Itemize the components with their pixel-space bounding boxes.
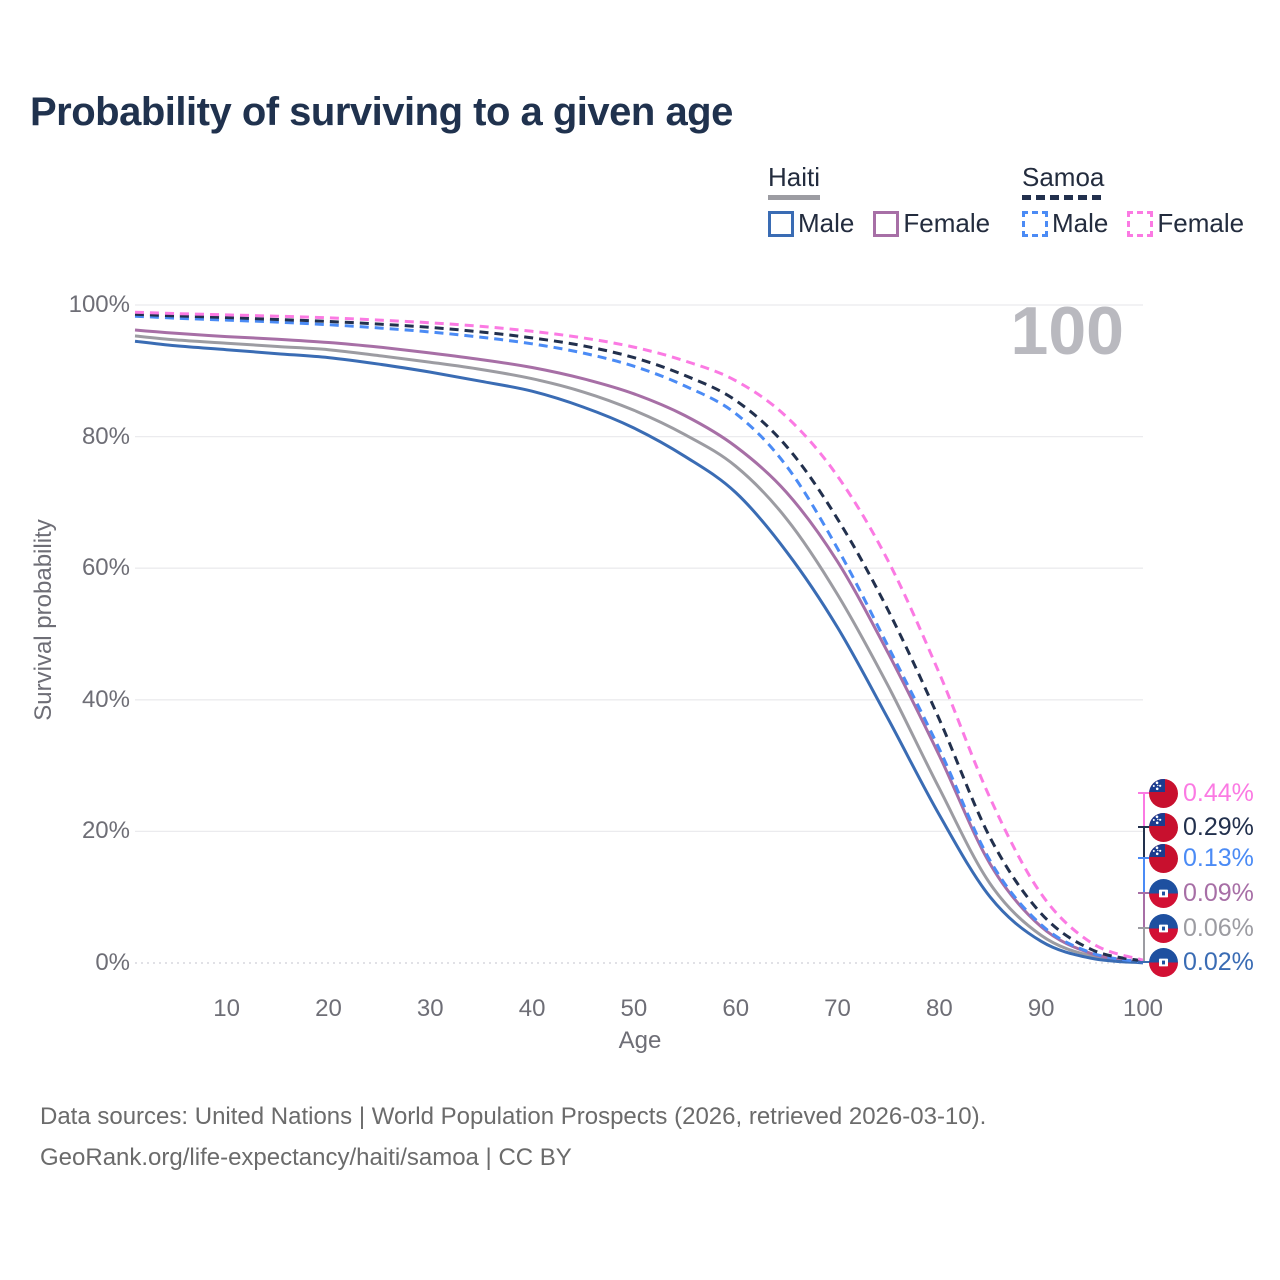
- legend-label-female[interactable]: Female: [1157, 208, 1245, 238]
- legend-group-title: Haiti: [768, 162, 821, 192]
- end-label-row-samoa: 0.29%: [1149, 812, 1254, 842]
- legend-label-male[interactable]: Male: [798, 208, 855, 238]
- x-tick-30: 30: [416, 995, 444, 1022]
- y-tick-80: 80%: [81, 422, 130, 450]
- series-line-haiti-female: [134, 328, 1144, 964]
- y-tick-40: 40%: [81, 685, 130, 713]
- samoa-flag-icon: [1149, 843, 1178, 873]
- end-value-label: 0.29%: [1183, 812, 1254, 841]
- legend-dashed-line-sample: [1022, 195, 1104, 200]
- end-value-label: 0.09%: [1183, 878, 1254, 907]
- legend-items-row: Male Female: [1022, 208, 1263, 239]
- series-line-samoa-female: [134, 310, 1144, 962]
- y-tick-0: 0%: [95, 949, 130, 976]
- end-label-row-haiti: 0.09%: [1149, 878, 1254, 908]
- end-label-row-haiti: 0.02%: [1149, 947, 1254, 977]
- legend-group-title: Samoa: [1022, 162, 1105, 192]
- x-tick-100: 100: [1122, 995, 1164, 1022]
- source-line-2: GeoRank.org/life-expectancy/haiti/samoa …: [40, 1144, 572, 1172]
- x-tick-50: 50: [620, 995, 648, 1022]
- series-line-samoa-male: [134, 314, 1144, 964]
- end-label-row-samoa: 0.44%: [1149, 778, 1254, 808]
- source-note: Data sources: United Nations | World Pop…: [40, 1096, 986, 1179]
- end-value-label: 0.02%: [1183, 947, 1254, 976]
- legend-checkbox-haiti-female[interactable]: [873, 210, 900, 237]
- y-tick-60: 60%: [81, 554, 130, 582]
- x-tick-80: 80: [926, 995, 953, 1022]
- series-line-haiti-both: [134, 334, 1144, 965]
- haiti-flag-icon: [1149, 878, 1178, 908]
- legend-solid-line-sample: [768, 195, 820, 200]
- samoa-flag-icon: [1149, 812, 1178, 842]
- x-tick-90: 90: [1027, 995, 1055, 1022]
- x-tick-60: 60: [722, 995, 750, 1022]
- series-line-samoa-both: [134, 312, 1144, 963]
- x-tick-70: 70: [824, 995, 851, 1022]
- end-label-row-haiti: 0.06%: [1149, 913, 1254, 943]
- y-tick-100: 100%: [68, 291, 130, 318]
- end-value-label: 0.44%: [1183, 778, 1254, 807]
- x-tick-10: 10: [213, 995, 240, 1022]
- end-value-label: 0.13%: [1183, 843, 1254, 872]
- end-value-label: 0.06%: [1183, 913, 1254, 942]
- end-label-row-samoa: 0.13%: [1149, 843, 1254, 873]
- haiti-flag-icon: [1149, 913, 1178, 943]
- legend-group-haiti: Haiti Male Female: [768, 162, 1009, 239]
- legend-label-female[interactable]: Female: [903, 208, 991, 238]
- x-axis-title: Age: [618, 1027, 662, 1054]
- page-title: Probability of surviving to a given age: [30, 90, 733, 134]
- x-tick-40: 40: [518, 995, 546, 1022]
- haiti-flag-icon: [1149, 947, 1178, 977]
- legend-checkbox-haiti-male[interactable]: [768, 210, 794, 237]
- legend-checkbox-samoa-male[interactable]: [1022, 210, 1048, 237]
- y-tick-20: 20%: [81, 817, 130, 845]
- age-counter-watermark: 100: [1010, 293, 1124, 369]
- legend-checkbox-samoa-female[interactable]: [1127, 210, 1154, 237]
- legend-items-row: Male Female: [768, 208, 1009, 239]
- y-axis-title: Survival probability: [30, 519, 57, 721]
- samoa-flag-icon: [1149, 778, 1178, 808]
- source-line-1: Data sources: United Nations | World Pop…: [40, 1103, 987, 1130]
- series-line-haiti-male: [134, 339, 1144, 965]
- legend-label-male[interactable]: Male: [1052, 208, 1109, 238]
- legend-group-samoa: Samoa Male Female: [1022, 162, 1263, 239]
- x-tick-20: 20: [315, 995, 342, 1022]
